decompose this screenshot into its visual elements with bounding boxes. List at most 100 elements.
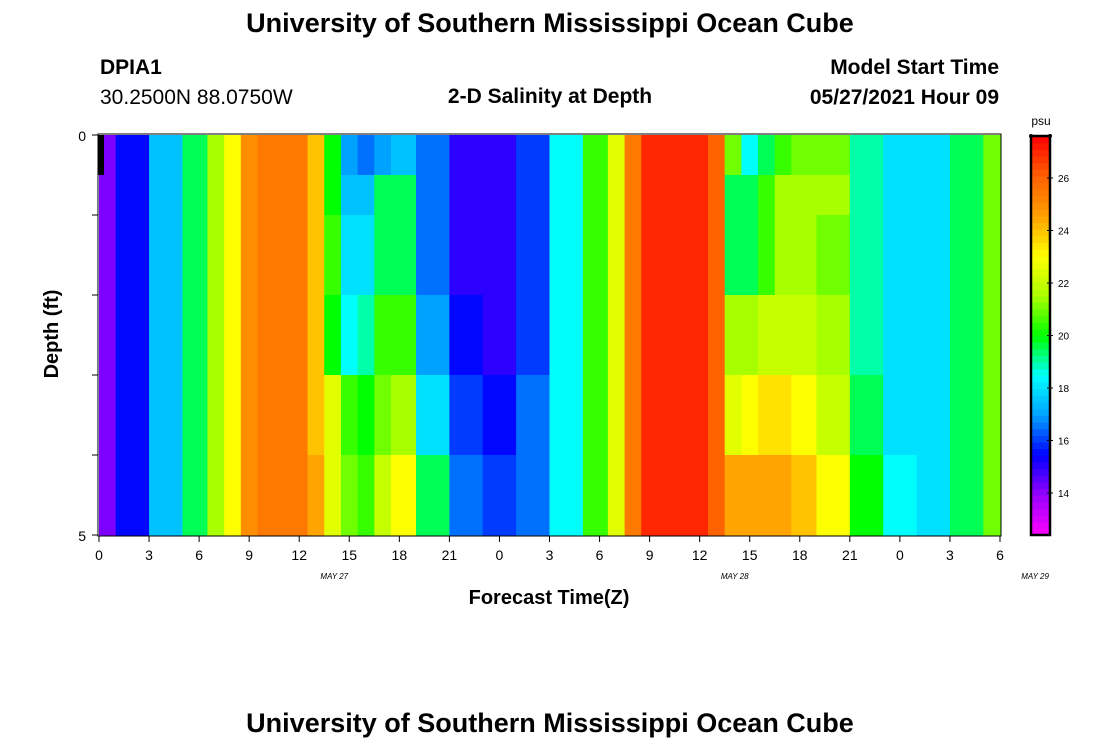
heatmap-cell (741, 215, 759, 296)
heatmap-cell (641, 175, 659, 216)
heatmap-cell (916, 215, 951, 296)
heatmap-cell (983, 375, 1001, 456)
heatmap-cell (582, 455, 609, 536)
heatmap-cell (115, 455, 150, 536)
heatmap-cell (949, 375, 984, 456)
x-tick-label: 6 (596, 547, 604, 563)
heatmap-cell (607, 455, 626, 536)
heatmap-cell (115, 215, 150, 296)
x-tick-label: 18 (392, 547, 408, 563)
heatmap-cell (240, 455, 259, 536)
heatmap-cell (274, 455, 292, 536)
heatmap-cell (883, 375, 918, 456)
heatmap-cell (708, 375, 726, 456)
colorbar-segment (1031, 501, 1050, 509)
heatmap-cell (641, 295, 659, 376)
heatmap-cell (916, 175, 951, 216)
colorbar-segment (1031, 275, 1050, 283)
heatmap-cell (374, 375, 392, 456)
heatmap-cell (307, 455, 325, 536)
x-tick-label: 3 (946, 547, 954, 563)
heatmap-cell (624, 135, 642, 176)
heatmap-cell (883, 135, 918, 176)
colorbar-tick-label: 20 (1058, 332, 1070, 343)
colorbar-segment (1031, 435, 1050, 443)
heatmap-cell (290, 175, 309, 216)
colorbar-segment (1031, 355, 1050, 363)
heatmap-cell (657, 135, 676, 176)
heatmap-cell (290, 455, 309, 536)
heatmap-cell (516, 455, 551, 536)
heatmap-cell (791, 375, 818, 456)
heatmap-cell (307, 135, 325, 176)
colorbar-segment (1031, 269, 1050, 277)
heatmap-cell (274, 215, 292, 296)
colorbar-corner (1048, 134, 1052, 138)
heatmap-cell (549, 135, 584, 176)
heatmap-cell (674, 215, 692, 296)
heatmap-cell (549, 455, 584, 536)
heatmap-cell (791, 455, 818, 536)
heatmap-cell (115, 175, 150, 216)
heatmap-cell (274, 135, 292, 176)
colorbar-segment (1031, 282, 1050, 290)
heatmap-cell (99, 455, 117, 536)
heatmap-cell (674, 135, 692, 176)
heatmap-cell (149, 295, 184, 376)
heatmap-cell (791, 175, 818, 216)
heatmap-cell (449, 455, 484, 536)
heatmap-cell (724, 295, 742, 376)
heatmap-cell (307, 295, 325, 376)
heatmap-cell (340, 375, 359, 456)
heatmap-cell (549, 215, 584, 296)
colorbar-segment (1031, 521, 1050, 529)
heatmap-cell (257, 175, 275, 216)
heatmap-cell (182, 375, 209, 456)
heatmap-cell (324, 375, 342, 456)
heatmap-cell (115, 295, 150, 376)
colorbar-segment (1031, 249, 1050, 257)
colorbar-tick-label: 16 (1058, 437, 1070, 448)
colorbar-segment (1031, 328, 1050, 337)
heatmap-cell (224, 215, 242, 296)
heatmap-cell (207, 375, 225, 456)
page-title-top: University of Southern Mississippi Ocean… (246, 8, 854, 38)
heatmap-cell (324, 295, 342, 376)
heatmap-cell (758, 135, 776, 176)
heatmap-cell (357, 215, 375, 296)
heatmap-cell (849, 295, 884, 376)
heatmap-cell (949, 175, 984, 216)
heatmap-cell (774, 375, 793, 456)
heatmap-cell (416, 375, 450, 456)
heatmap-cell (758, 455, 776, 536)
heatmap-cell (357, 295, 375, 376)
heatmap-cell (883, 215, 918, 296)
x-axis: 0 3 6 9 12 15 18 21 0 3 6 9 12 15 18 21 0 3 6 MAY 27 MAY 28 M… (95, 536, 1049, 581)
y-tick-label: 0 (78, 128, 86, 144)
heatmap-cell (449, 135, 484, 176)
heatmap-cell (374, 135, 392, 176)
heatmap-cell (657, 375, 676, 456)
heatmap-cell (482, 135, 517, 176)
heatmap-cell (708, 215, 726, 296)
x-date-label: MAY 28 (721, 572, 749, 581)
heatmap-cell (916, 295, 951, 376)
heatmap-cell (182, 455, 209, 536)
heatmap-cell (224, 135, 242, 176)
heatmap-cell (657, 295, 676, 376)
heatmap-cell (374, 455, 392, 536)
colorbar: 14 16 18 20 22 24 26 (1029, 134, 1070, 537)
heatmap-cell (516, 295, 551, 376)
heatmap-cell (916, 375, 951, 456)
heatmap-cell (224, 455, 242, 536)
heatmap-cell (624, 455, 642, 536)
heatmap-cell (290, 375, 309, 456)
x-tick-label: 9 (646, 547, 654, 563)
colorbar-segment (1031, 342, 1050, 350)
heatmap-cell (774, 295, 793, 376)
colorbar-segment (1031, 515, 1050, 523)
heatmap-cell (641, 135, 659, 176)
heatmap-cell (449, 175, 484, 216)
heatmap-cell (99, 175, 117, 216)
heatmap-cell (549, 175, 584, 216)
